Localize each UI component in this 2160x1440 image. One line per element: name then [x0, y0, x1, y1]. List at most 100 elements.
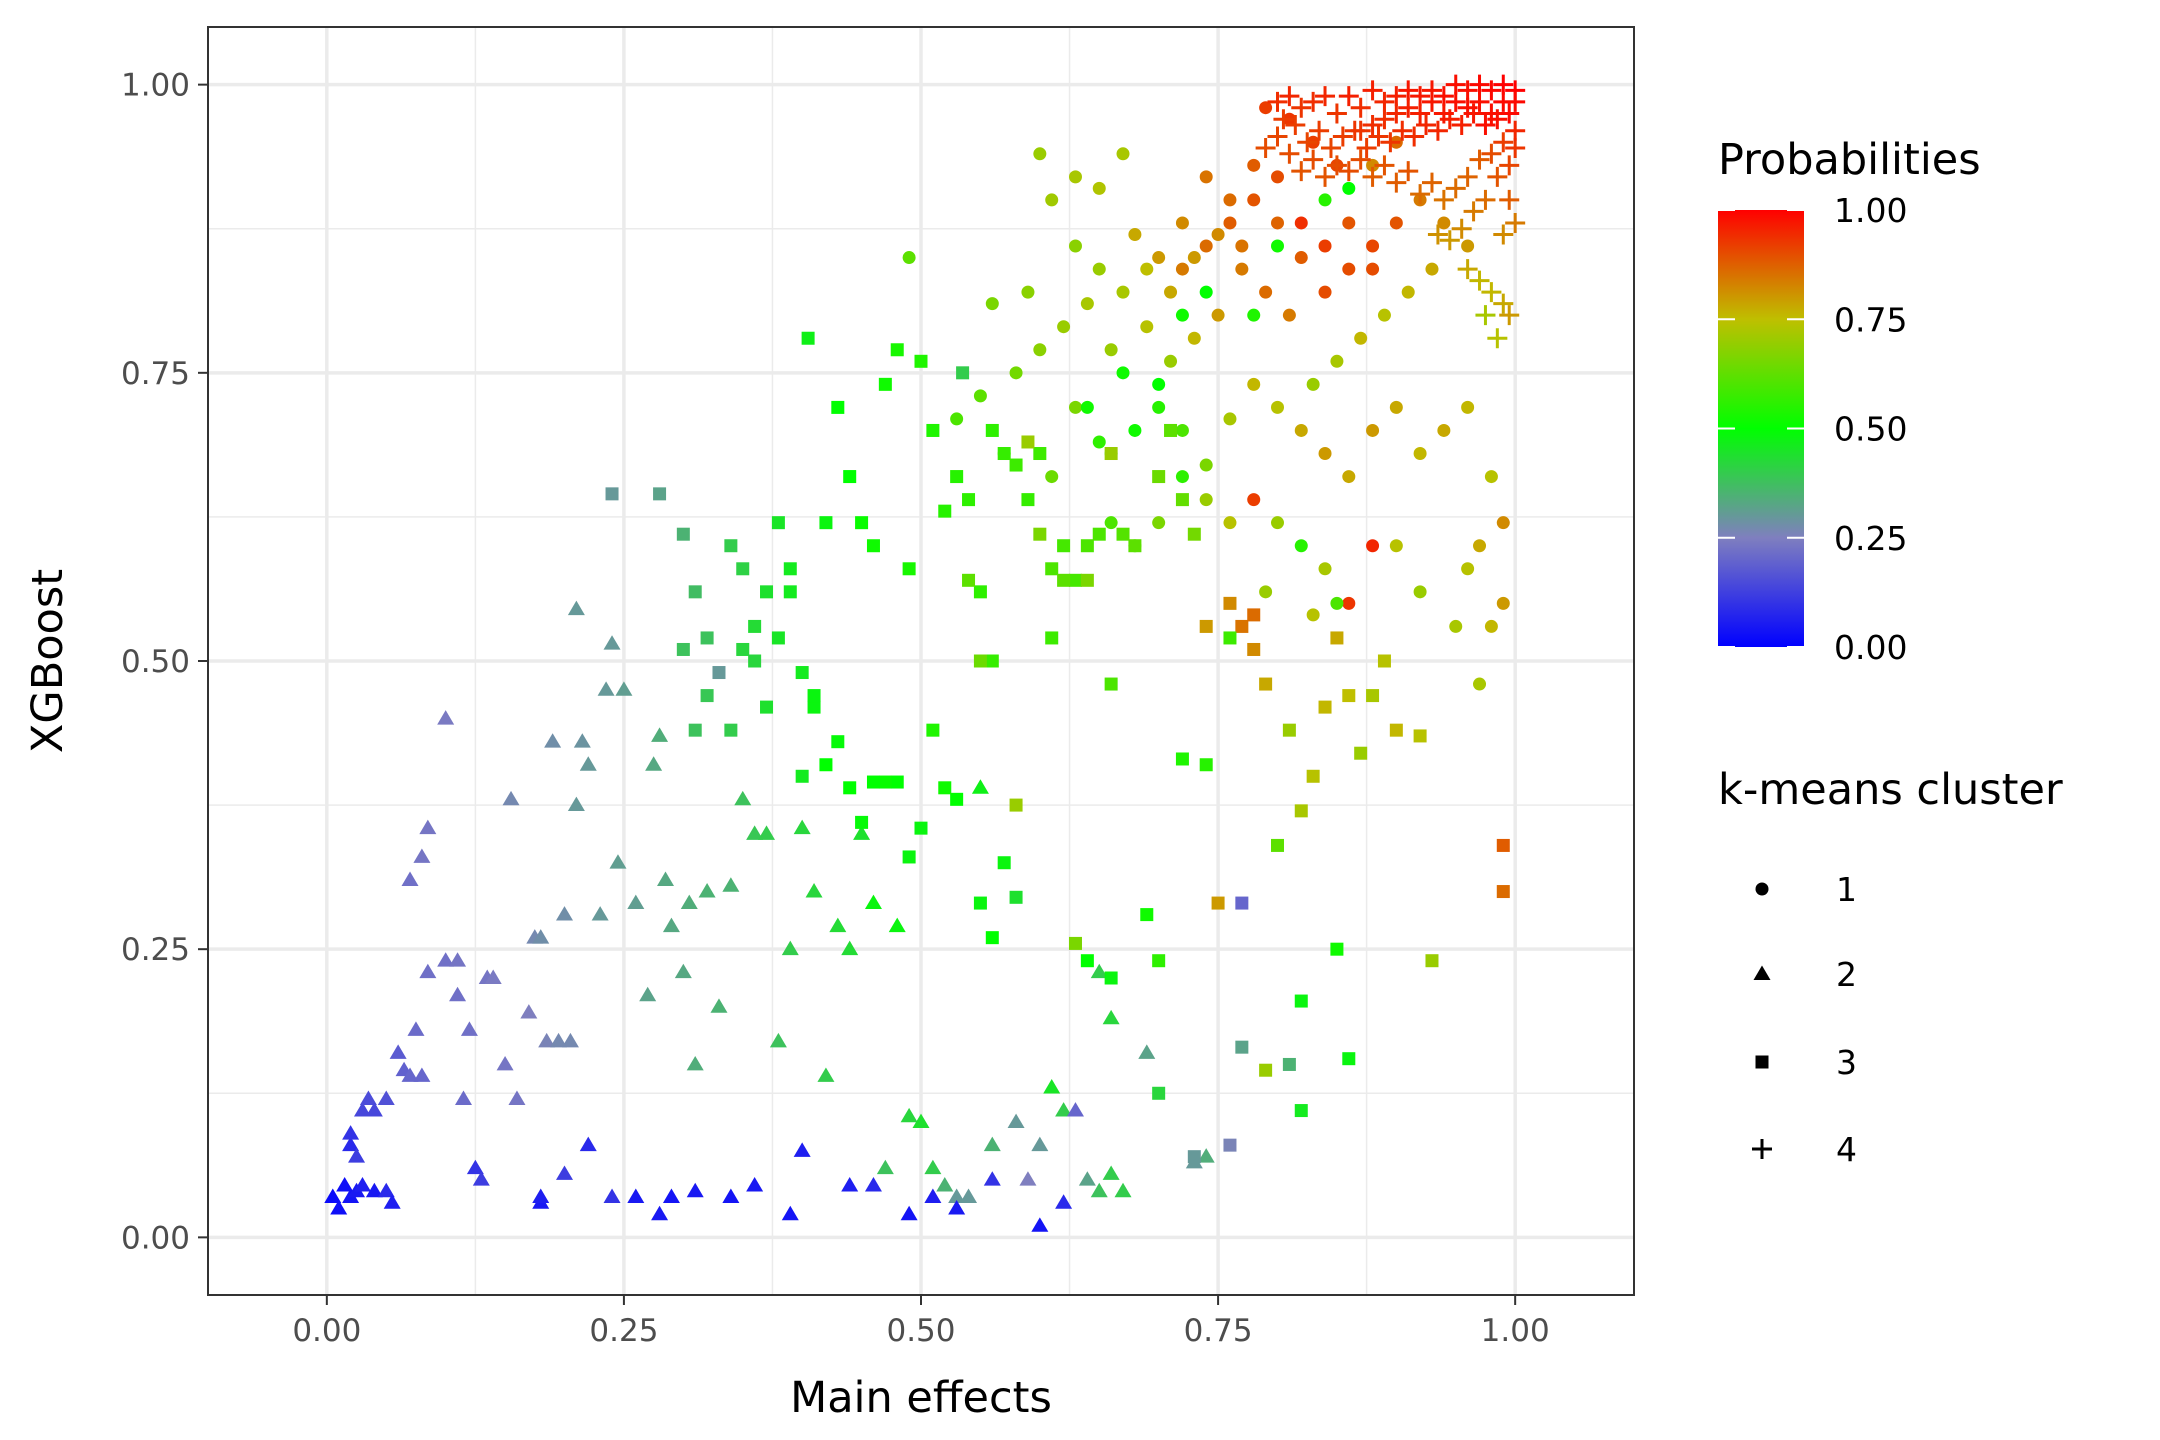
data-point-cluster-2	[336, 1176, 354, 1192]
shape-legend-key-4	[1752, 1139, 1772, 1159]
data-point-cluster-1	[1116, 285, 1130, 299]
data-point-cluster-1	[1187, 251, 1201, 265]
data-point-cluster-2	[960, 1188, 978, 1203]
data-point-cluster-3	[962, 493, 976, 507]
data-point-cluster-3	[748, 619, 762, 633]
data-point-cluster-2	[983, 1171, 1001, 1186]
data-point-cluster-4	[1505, 138, 1526, 159]
data-point-cluster-3	[748, 654, 762, 668]
data-point-cluster-4	[1404, 126, 1425, 147]
data-point-cluster-4	[1386, 86, 1407, 107]
data-point-cluster-4	[1445, 91, 1466, 112]
data-point-cluster-3	[1330, 631, 1344, 645]
data-point-cluster-4	[1398, 97, 1419, 118]
data-point-cluster-3	[783, 562, 797, 576]
data-point-cluster-2	[651, 727, 669, 742]
data-point-cluster-1	[1437, 216, 1451, 230]
data-point-cluster-1	[1187, 331, 1201, 345]
data-point-cluster-1	[1294, 251, 1308, 265]
y-tick-label: 0.25	[121, 932, 190, 968]
data-point-cluster-4	[1315, 86, 1336, 107]
data-point-cluster-2	[948, 1200, 966, 1215]
data-point-cluster-3	[926, 423, 940, 437]
data-point-cluster-2	[460, 1021, 478, 1036]
data-point-cluster-1	[1033, 147, 1047, 161]
data-point-cluster-3	[962, 573, 976, 587]
data-point-cluster-1	[1152, 400, 1166, 414]
data-point-cluster-1	[1389, 216, 1403, 230]
shape-legend-label: 3	[1836, 1043, 1857, 1082]
data-point-cluster-4	[1487, 166, 1508, 187]
data-point-cluster-3	[1068, 573, 1082, 587]
data-point-cluster-3	[1009, 798, 1023, 812]
data-point-cluster-1	[1330, 596, 1344, 610]
data-point-cluster-3	[1175, 752, 1189, 766]
data-point-cluster-1	[1461, 400, 1475, 414]
data-point-cluster-2	[746, 825, 764, 840]
data-point-cluster-3	[1294, 804, 1308, 818]
data-point-cluster-4	[1493, 91, 1514, 112]
data-point-cluster-3	[1235, 896, 1249, 910]
data-point-cluster-2	[793, 819, 811, 835]
data-point-cluster-1	[1401, 285, 1415, 299]
data-point-cluster-3	[985, 654, 999, 668]
data-point-cluster-3	[1366, 689, 1380, 703]
data-point-cluster-1	[1092, 435, 1106, 449]
data-point-cluster-2	[502, 790, 520, 806]
data-point-cluster-1	[1211, 227, 1225, 241]
data-point-cluster-1	[1223, 412, 1237, 426]
data-point-cluster-3	[819, 758, 833, 772]
color-legend-tick-label: 0.00	[1834, 628, 1907, 667]
shape-legend-key-1	[1755, 882, 1769, 896]
color-legend-tick-label: 0.75	[1834, 300, 1907, 339]
shape-legend-label: 2	[1836, 955, 1857, 994]
data-point-cluster-1	[1033, 343, 1047, 357]
data-point-cluster-3	[890, 775, 904, 789]
data-point-cluster-2	[864, 1176, 882, 1192]
data-point-cluster-1	[1377, 308, 1391, 322]
data-point-cluster-1	[1271, 239, 1284, 253]
data-point-cluster-2	[662, 1188, 680, 1203]
data-point-cluster-1	[1318, 447, 1332, 461]
data-point-cluster-2	[1066, 1102, 1084, 1117]
data-point-cluster-4	[1368, 126, 1389, 147]
data-point-cluster-4	[1469, 74, 1490, 95]
data-point-cluster-1	[1247, 308, 1261, 322]
data-point-cluster-1	[1366, 423, 1380, 437]
data-point-cluster-4	[1410, 103, 1431, 124]
data-point-cluster-4	[1332, 126, 1353, 147]
data-point-cluster-1	[1116, 366, 1130, 380]
data-point-cluster-3	[843, 470, 857, 484]
data-point-cluster-3	[997, 447, 1011, 461]
data-point-cluster-1	[1271, 516, 1284, 530]
data-point-cluster-2	[841, 940, 859, 956]
data-point-cluster-1	[1116, 147, 1130, 161]
data-point-cluster-1	[973, 389, 987, 403]
data-point-cluster-3	[1033, 527, 1047, 541]
shape-legend-key-2	[1753, 965, 1771, 980]
data-point-cluster-1	[1021, 285, 1035, 299]
data-point-cluster-4	[1427, 224, 1448, 245]
data-point-cluster-4	[1279, 86, 1300, 107]
data-point-cluster-3	[843, 781, 857, 795]
data-point-cluster-4	[1469, 149, 1490, 170]
data-point-cluster-3	[1068, 936, 1082, 950]
data-point-cluster-2	[627, 894, 645, 910]
data-point-cluster-1	[1271, 400, 1284, 414]
data-point-cluster-4	[1350, 149, 1371, 170]
data-point-cluster-2	[567, 600, 585, 616]
data-point-cluster-3	[736, 642, 750, 656]
data-point-cluster-4	[1481, 103, 1502, 124]
data-point-cluster-2	[348, 1148, 366, 1163]
data-point-cluster-3	[1092, 527, 1106, 541]
color-legend-ticks: 1.00 0.75 0.50 0.25 0.00	[1718, 191, 1907, 667]
data-point-cluster-3	[1057, 539, 1071, 553]
data-point-cluster-3	[1104, 447, 1118, 461]
data-point-cluster-3	[950, 470, 964, 484]
data-point-cluster-2	[556, 906, 573, 921]
data-point-cluster-3	[1104, 971, 1118, 985]
data-point-cluster-2	[389, 1044, 407, 1059]
data-point-cluster-2	[579, 756, 597, 771]
data-point-cluster-1	[1247, 493, 1261, 507]
data-point-cluster-1	[1294, 423, 1308, 437]
